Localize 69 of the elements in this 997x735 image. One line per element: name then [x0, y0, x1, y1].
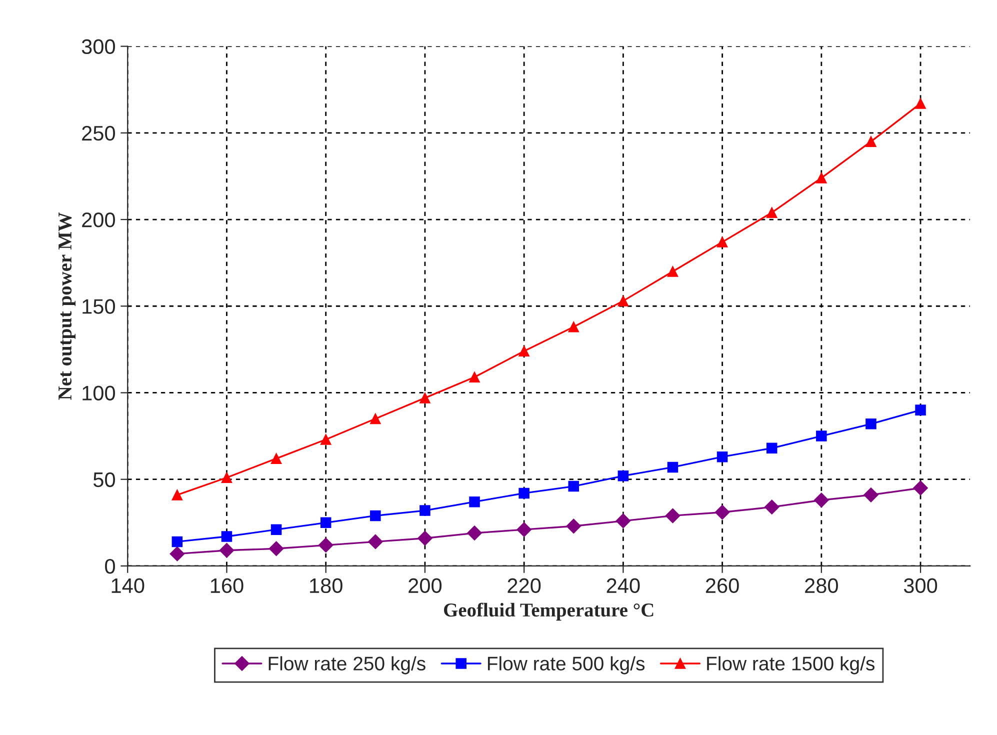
x-tick-label: 240 [606, 578, 640, 594]
y-tick-label: 0 [105, 558, 115, 574]
point [172, 536, 183, 548]
point [714, 504, 730, 520]
point [221, 531, 232, 542]
point [665, 508, 680, 524]
point [268, 541, 284, 556]
point [618, 296, 629, 306]
point [270, 453, 282, 464]
point [170, 546, 185, 562]
point [667, 462, 678, 473]
point [320, 517, 332, 528]
point [913, 480, 928, 496]
y-axis-title: Net output power MW [58, 212, 76, 400]
y-tick-label: 200 [82, 212, 115, 228]
point [518, 488, 530, 499]
point [915, 404, 926, 416]
point [172, 490, 183, 500]
point [616, 514, 631, 528]
y-tick-label: 150 [82, 299, 115, 314]
y-tick-label: 300 [82, 39, 115, 54]
x-tick-label: 140 [112, 578, 144, 594]
x-tick-label: 300 [904, 578, 938, 594]
point [469, 372, 480, 383]
point [370, 413, 381, 424]
point [866, 136, 876, 147]
point [370, 510, 381, 522]
point [766, 442, 778, 454]
point [816, 172, 827, 184]
y-tick-label: 100 [82, 386, 115, 400]
legend-label: Flow rate 250 kg/s [268, 656, 426, 674]
point [764, 500, 780, 514]
x-tick-label: 220 [508, 578, 541, 594]
point [866, 418, 876, 430]
point [320, 434, 332, 445]
point [469, 496, 480, 508]
point [864, 488, 878, 502]
x-axis-title: Geofluid Temperature °C [444, 602, 654, 621]
legend-label: Flow rate 1500 kg/s [707, 656, 874, 674]
y-tick-label: 50 [93, 472, 115, 488]
point [568, 480, 580, 492]
point [618, 470, 629, 482]
point [816, 430, 827, 442]
point [418, 530, 432, 546]
point [219, 542, 234, 558]
point [221, 472, 232, 483]
legend-label: Flow rate 500 kg/s [488, 656, 645, 674]
point [568, 322, 580, 332]
x-tick-label: 280 [805, 578, 838, 594]
x-tick-label: 180 [310, 578, 342, 594]
point [420, 392, 430, 404]
point [716, 451, 728, 462]
point [915, 98, 926, 109]
point [516, 522, 532, 537]
point [814, 492, 829, 508]
point [270, 524, 282, 535]
point [566, 518, 582, 534]
x-tick-label: 200 [408, 578, 442, 594]
x-tick-label: 260 [706, 578, 739, 594]
point [518, 346, 530, 357]
point [420, 505, 430, 516]
point [667, 266, 678, 277]
point [467, 526, 482, 540]
point [716, 236, 728, 248]
point [368, 534, 383, 550]
x-tick-label: 160 [210, 578, 244, 594]
y-tick-label: 250 [82, 126, 115, 141]
point [318, 538, 334, 553]
point [766, 207, 778, 218]
